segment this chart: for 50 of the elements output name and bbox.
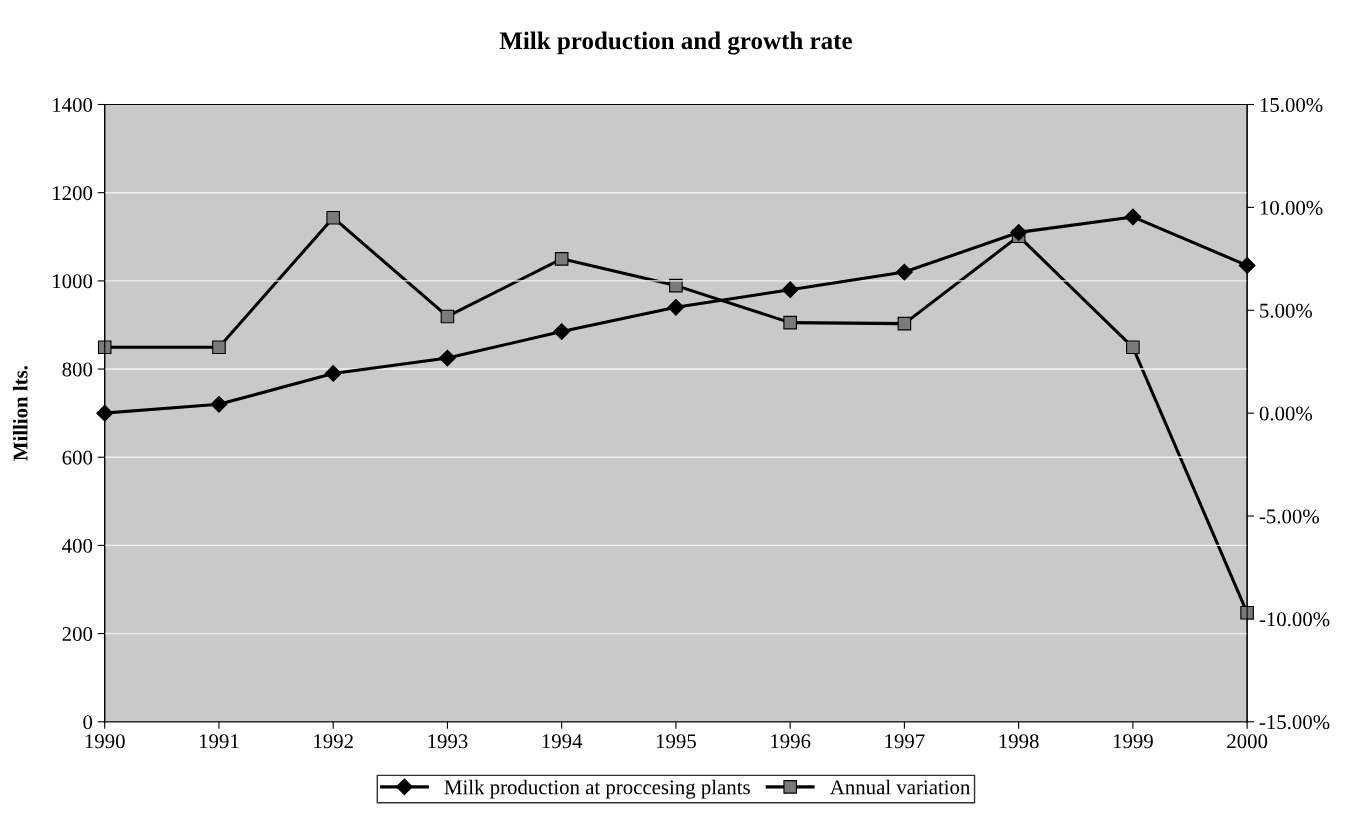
y-tick-label: 400 — [62, 538, 93, 553]
point — [210, 395, 228, 413]
point — [1126, 340, 1140, 355]
x-tick-label: 1997 — [885, 734, 925, 749]
point — [897, 316, 912, 331]
point — [326, 210, 341, 225]
x-tick-label: 1999 — [1113, 734, 1153, 749]
point — [1010, 223, 1028, 241]
point — [667, 298, 685, 316]
y2-tick-label: 15.00% — [1260, 97, 1323, 113]
x-tick-label: 1990 — [85, 734, 125, 749]
point — [783, 315, 797, 330]
point — [97, 340, 112, 355]
x-tick-label: 1996 — [771, 734, 811, 749]
y-tick-label: 1400 — [53, 97, 93, 112]
y-tick-label: 1000 — [53, 274, 93, 289]
point — [553, 323, 571, 340]
y-tick-label: 600 — [62, 450, 93, 465]
point — [439, 349, 456, 367]
point — [1240, 605, 1254, 620]
y2-tick-label: 10.00% — [1260, 200, 1323, 215]
point — [895, 263, 913, 281]
x-tick-label: 1995 — [656, 734, 696, 749]
chart-title: Milk production and growth rate — [499, 31, 852, 55]
legend-label: Milk production at proccesing plants — [444, 779, 750, 799]
x-tick-label: 1994 — [542, 734, 583, 749]
point — [781, 281, 799, 299]
x-tick-label: 1992 — [314, 734, 353, 749]
y2-tick-label: 0.00% — [1259, 406, 1313, 421]
y2-tick-label: -5.00% — [1259, 509, 1319, 524]
y-axis-title: Million lts. — [12, 366, 28, 461]
x-tick-label: 2000 — [1227, 734, 1268, 749]
legend-label: Annual variation — [829, 779, 971, 795]
y2-tick-label: 5.00% — [1260, 303, 1313, 318]
point — [324, 365, 342, 382]
x-tick-label: 1991 — [199, 734, 239, 749]
y-tick-label: 0 — [83, 715, 93, 730]
point — [554, 252, 569, 266]
y2-tick-label: -10.00% — [1259, 612, 1330, 627]
y-tick-label: 200 — [62, 626, 93, 642]
point — [96, 404, 114, 422]
point — [440, 309, 455, 324]
point — [1238, 257, 1256, 274]
point — [212, 340, 226, 355]
point — [1124, 208, 1142, 226]
x-tick-label: 1993 — [428, 734, 468, 749]
y-tick-label: 800 — [62, 362, 93, 377]
y-tick-label: 1200 — [53, 186, 93, 201]
x-tick-label: 1998 — [999, 734, 1039, 749]
y2-tick-label: -15.00% — [1259, 715, 1330, 730]
